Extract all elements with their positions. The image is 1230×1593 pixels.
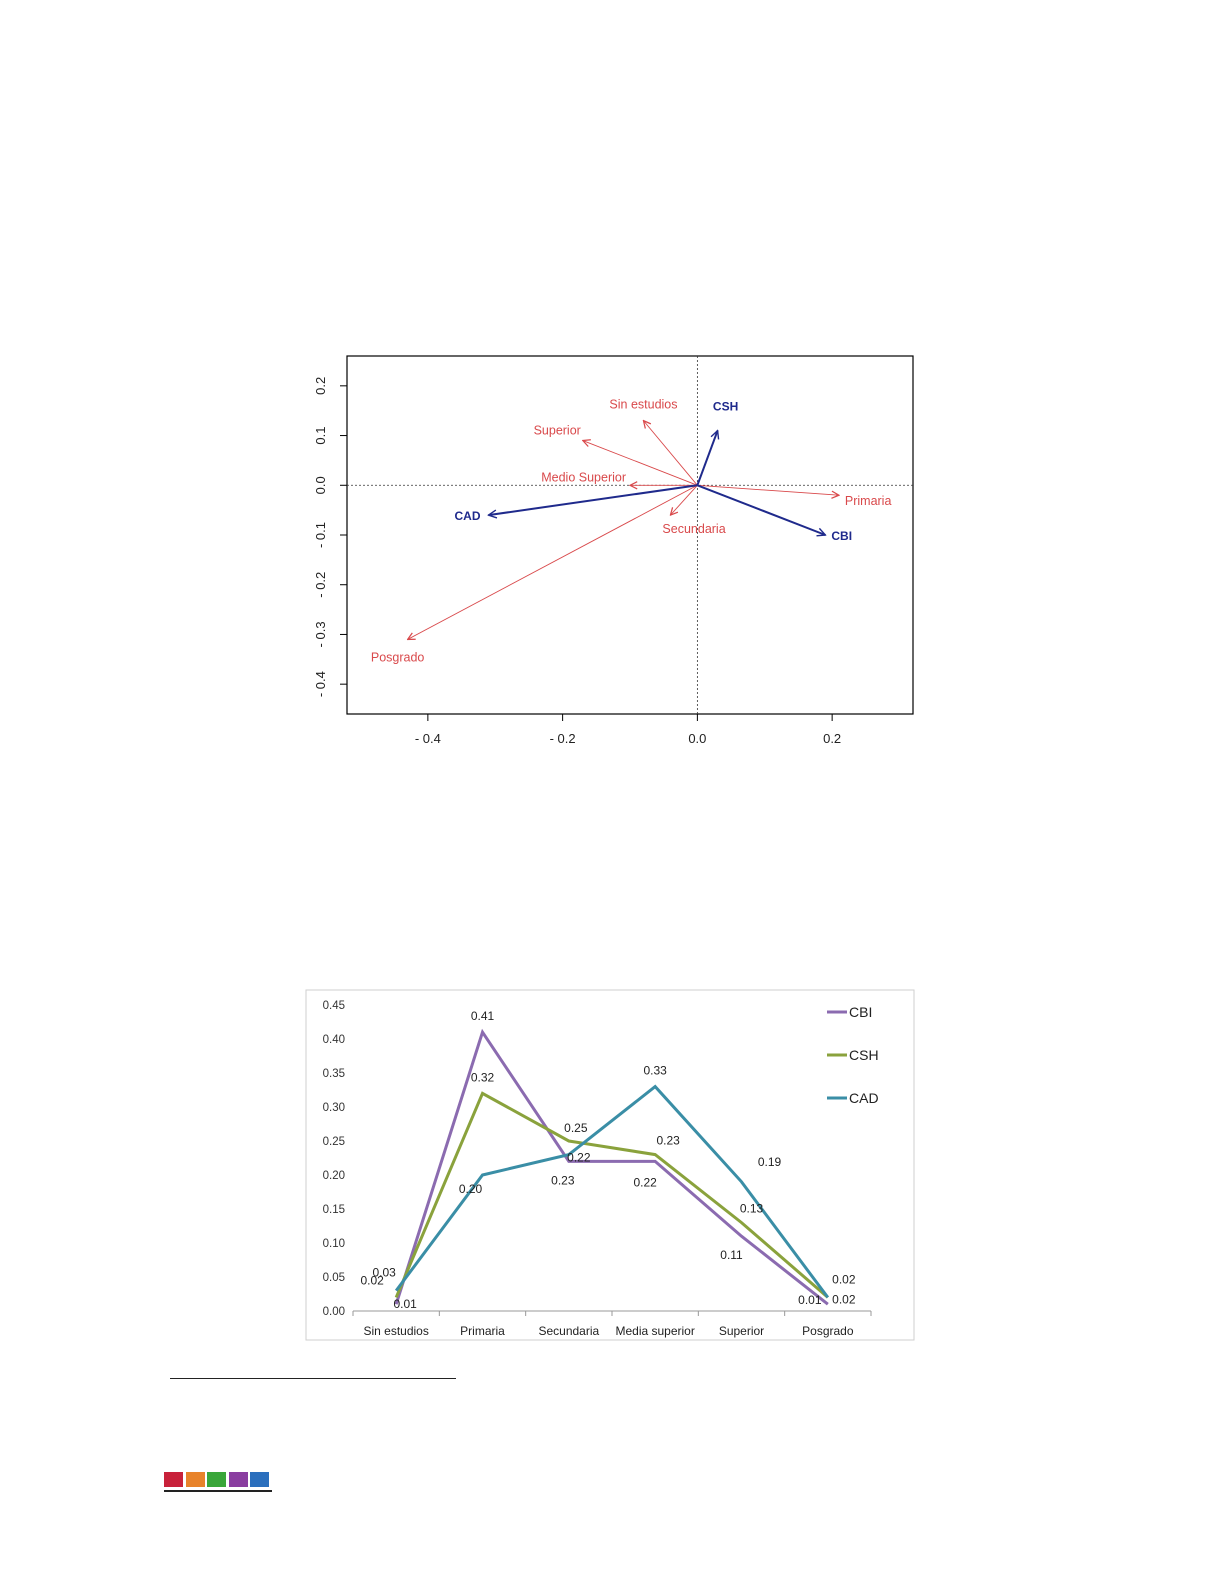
x-category-sin-estudios: Sin estudios [363, 1324, 428, 1338]
x-category-primaria: Primaria [460, 1324, 505, 1338]
x-tick-label: - 0.4 [415, 731, 441, 746]
x-category-superior: Superior [719, 1324, 764, 1338]
data-label-cad: 0.19 [758, 1155, 782, 1169]
vector-cbi [697, 484, 825, 535]
x-tick-label: - 0.2 [550, 731, 576, 746]
data-label-cbi: 0.11 [720, 1248, 743, 1262]
label-cad: CAD [455, 509, 481, 523]
data-label-csh: 0.23 [656, 1134, 680, 1148]
y-tick-label: - 0.1 [313, 522, 328, 548]
color-squares-logo [164, 1472, 272, 1494]
data-label-cbi: 0.01 [798, 1293, 822, 1307]
logo-underline [164, 1490, 272, 1492]
line-chart: 0.00 0.05 0.10 0.15 0.20 0.25 0.30 0.35 0.40 0.45… [305, 989, 915, 1341]
label-csh: CSH [713, 400, 738, 414]
data-label-csh: 0.13 [740, 1202, 764, 1216]
label-sin-estudios: Sin estudios [609, 398, 677, 412]
x-category-posgrado: Posgrado [802, 1324, 854, 1338]
color-square [228, 1472, 248, 1487]
color-square [185, 1472, 205, 1487]
data-label-cbi: 0.01 [393, 1297, 417, 1311]
vector-csh [696, 431, 717, 486]
y-tick-label: 0.30 [323, 1102, 345, 1114]
vector-secundaria [670, 484, 698, 515]
x-tick-label: 0.2 [823, 731, 841, 746]
data-label-cbi: 0.23 [551, 1173, 575, 1187]
legend-label-cbi: CBI [849, 1004, 872, 1020]
y-tick-label: 0.0 [313, 476, 328, 494]
x-category-media-superior: Media superior [615, 1324, 694, 1338]
y-tick-label: 0.05 [323, 1272, 345, 1284]
y-tick-label: - 0.2 [313, 572, 328, 598]
label-posgrado: Posgrado [371, 650, 425, 664]
y-tick-label: 0.40 [323, 1034, 345, 1046]
data-label-csh: 0.02 [360, 1273, 384, 1287]
label-superior: Superior [534, 424, 581, 438]
color-square [207, 1472, 226, 1487]
data-label-cad: 0.22 [567, 1151, 591, 1165]
y-tick-label: 0.00 [323, 1306, 345, 1318]
footnote-rule [170, 1378, 456, 1379]
y-tick-label: 0.2 [313, 377, 328, 395]
y-tick-label: 0.35 [323, 1068, 345, 1080]
data-label-cbi: 0.22 [633, 1175, 657, 1189]
y-tick-label: 0.45 [323, 1000, 345, 1012]
legend-label-cad: CAD [849, 1090, 879, 1106]
y-tick-label: 0.20 [323, 1170, 345, 1182]
x-category-secundaria: Secundaria [538, 1324, 599, 1338]
data-label-csh: 0.32 [471, 1070, 495, 1084]
vector-superior [583, 441, 698, 486]
vector-primaria [697, 484, 839, 495]
data-label-csh: 0.02 [832, 1292, 856, 1306]
data-label-cad: 0.03 [372, 1266, 396, 1280]
vector-cad [489, 484, 698, 515]
color-square [250, 1472, 269, 1487]
series-line-cbi [394, 1028, 829, 1306]
chart-frame [305, 989, 915, 1341]
color-square [164, 1472, 183, 1487]
biplot-chart: - 0.4 - 0.2 0.0 0.2 0.2 0.1 0.0 - 0.1 - 0.2 - 0.3… [313, 355, 914, 746]
vector-sin-estudios [643, 421, 698, 486]
y-tick-label: 0.1 [313, 427, 328, 445]
y-tick-label: - 0.4 [313, 671, 328, 697]
series-line-cad [394, 1084, 830, 1299]
data-label-cad: 0.33 [643, 1064, 667, 1078]
data-label-cbi: 0.41 [471, 1009, 495, 1023]
y-tick-label: 0.10 [323, 1238, 345, 1250]
data-label-csh: 0.25 [564, 1121, 588, 1135]
vector-posgrado [408, 484, 698, 639]
y-tick-label: 0.15 [323, 1204, 345, 1216]
series-line-csh [394, 1091, 829, 1299]
label-secundaria: Secundaria [662, 522, 725, 536]
label-cbi: CBI [831, 529, 852, 543]
label-primaria: Primaria [845, 494, 892, 508]
data-label-cad: 0.02 [832, 1272, 856, 1286]
legend-label-csh: CSH [849, 1047, 879, 1063]
data-label-cad: 0.20 [459, 1182, 483, 1196]
x-tick-label: 0.0 [688, 731, 706, 746]
y-tick-label: - 0.3 [313, 621, 328, 647]
label-medio-superior: Medio Superior [541, 470, 626, 484]
y-tick-label: 0.25 [323, 1136, 345, 1148]
